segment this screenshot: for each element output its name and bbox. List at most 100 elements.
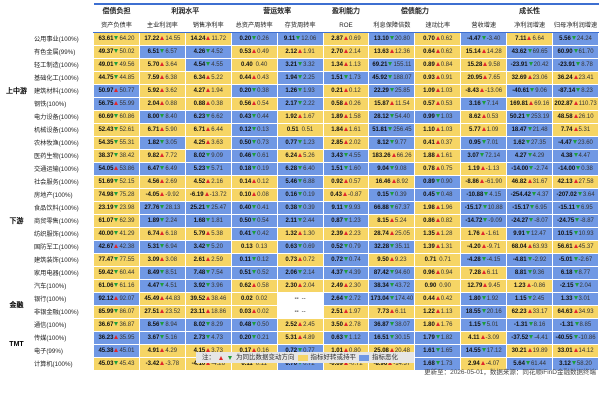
prior-value: 1.60 [348, 165, 361, 172]
prior-value: 256.45 [393, 126, 412, 133]
current-value: 3.92 [193, 282, 206, 289]
metric-cell: 2.51 1.97 [322, 305, 370, 319]
down-arrow-icon [388, 74, 393, 79]
prior-value: 0.91 [440, 74, 453, 81]
up-arrow-icon [298, 152, 303, 157]
up-arrow-icon [483, 74, 488, 79]
down-arrow-icon [435, 334, 440, 339]
prior-value: 0.38 [257, 87, 269, 94]
prior-value: 0.94 [440, 269, 453, 276]
current-value: 42.67 [98, 243, 114, 250]
prior-value: 9.09 [211, 152, 223, 159]
prior-value: 110.73 [578, 100, 597, 107]
down-arrow-icon [114, 217, 119, 222]
prior-value: 24.24 [576, 35, 592, 42]
current-value: 77.47 [98, 256, 114, 263]
metric-cell: 16.46 8.92 [368, 175, 416, 189]
prior-value: 3.32 [303, 61, 315, 68]
prior-value: 2.45 [303, 321, 315, 328]
metric-cell: -15.17 10.88 [460, 201, 508, 215]
metric-cell: 6.24 5.26 [276, 149, 324, 163]
metric-cell: 2.49 2.30 [322, 279, 370, 293]
current-value: 1.33 [560, 295, 573, 302]
down-arrow-icon [343, 334, 348, 339]
up-arrow-icon [160, 178, 165, 183]
down-arrow-icon [481, 308, 486, 313]
prior-value: 6.11 [395, 308, 407, 315]
down-arrow-icon [160, 204, 165, 209]
prior-value: 0.50 [257, 321, 269, 328]
current-value: 0.20 [239, 334, 252, 341]
prior-value: 6.18 [165, 230, 178, 237]
up-arrow-icon [160, 61, 165, 66]
metric-cell: 39.52 38.46 [184, 292, 232, 306]
prior-value: 188.07 [393, 74, 412, 81]
down-arrow-icon [435, 113, 440, 118]
metric-cell: 46.82 31.67 [506, 175, 554, 189]
down-arrow-icon [252, 113, 257, 118]
down-arrow-icon [298, 191, 303, 196]
current-value: 1.89 [331, 113, 343, 120]
current-value: 28.74 [373, 230, 389, 237]
down-arrow-icon [481, 100, 486, 105]
down-arrow-icon [529, 165, 534, 170]
prior-value: 9.58 [488, 61, 501, 68]
metric-cell: 3.42 5.20 [184, 240, 232, 254]
prior-value: 69.65 [532, 48, 548, 55]
metric-cell: 6.47 6.49 [138, 162, 186, 176]
prior-value: 0.61 [257, 152, 269, 159]
metric-cell: 9.91 12.47 [506, 227, 554, 241]
metric-cell: 0.99 1.03 [414, 110, 462, 124]
down-arrow-icon [252, 321, 257, 326]
metric-cell: 0.56 0.54 [230, 97, 278, 111]
metric-cell: -23.91 20.42 [506, 58, 554, 72]
down-arrow-icon [252, 334, 257, 339]
metric-cell: 1.68 1.73 [414, 357, 462, 371]
current-value: 48.58 [557, 113, 573, 120]
down-arrow-icon [389, 204, 394, 209]
prior-value: 66.26 [396, 152, 412, 159]
down-arrow-icon [114, 152, 119, 157]
prior-value: 61.44 [530, 360, 546, 367]
metric-cell: 16.51 30.15 [368, 331, 416, 345]
up-arrow-icon [435, 152, 440, 157]
down-arrow-icon [206, 282, 211, 287]
current-value: 4.56 [147, 178, 160, 185]
prior-value: 52.61 [119, 126, 135, 133]
current-value: 6.74 [147, 230, 160, 237]
prior-value: 4.89 [303, 334, 315, 341]
metric-cell: 3.07 72.14 [460, 149, 508, 163]
current-value: 2.87 [331, 35, 343, 42]
industry-name: 传媒(100%) [31, 331, 94, 345]
current-value: 0.63 [285, 243, 298, 250]
down-arrow-icon [573, 48, 578, 53]
prior-value: 1.94 [211, 87, 223, 94]
metric-cell: 8.62 0.53 [460, 110, 508, 124]
metric-cell: 12.79 9.45 [460, 279, 508, 293]
metric-cell: 1.79 1.82 [414, 331, 462, 345]
current-value: 1.76 [468, 230, 480, 237]
prior-value: 36.87 [119, 321, 135, 328]
current-value: 2.17 [285, 100, 298, 107]
metric-cell: 8.49 8.51 [138, 266, 186, 280]
metric-cell: 32.69 23.06 [506, 71, 554, 85]
prior-value: -0.86 [531, 282, 546, 289]
down-arrow-icon [206, 269, 211, 274]
prior-value: 2.25 [303, 74, 315, 81]
prior-value: 0.42 [257, 230, 269, 237]
current-value: 1.84 [331, 126, 343, 133]
current-value: 51.81 [372, 126, 388, 133]
current-value: 5.70 [147, 61, 160, 68]
up-arrow-icon [435, 48, 440, 53]
current-value: 6.51 [147, 48, 160, 55]
prior-value: 0.37 [440, 139, 453, 146]
down-arrow-icon [481, 139, 486, 144]
metric-cell: 0.03 0.02 [230, 305, 278, 319]
industry-name: 食品饮料(100%) [31, 201, 94, 215]
metric-cell: 4.52 2.16 [184, 175, 232, 189]
prior-value: 21.48 [532, 126, 548, 133]
current-value: 0.16 [285, 191, 298, 198]
metric-cell: 1.84 1.61 [322, 123, 370, 137]
prior-value: 43.72 [394, 282, 410, 289]
industry-name: 通信(100%) [31, 318, 94, 332]
